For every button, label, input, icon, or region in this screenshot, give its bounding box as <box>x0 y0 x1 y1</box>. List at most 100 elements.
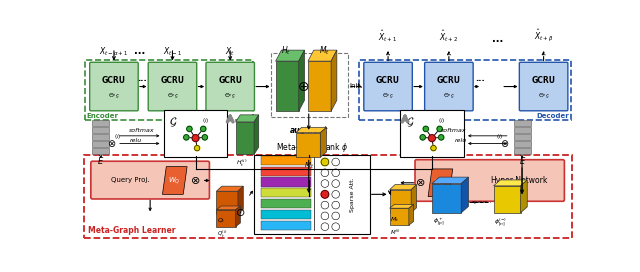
Text: GCRU: GCRU <box>376 76 400 85</box>
Polygon shape <box>236 115 259 122</box>
Polygon shape <box>493 186 520 213</box>
FancyBboxPatch shape <box>513 120 531 126</box>
Text: ...: ... <box>134 46 145 56</box>
FancyBboxPatch shape <box>92 120 109 126</box>
Polygon shape <box>320 127 326 157</box>
Polygon shape <box>308 50 337 61</box>
Text: $W_E$: $W_E$ <box>434 178 445 188</box>
Polygon shape <box>493 180 527 186</box>
Text: $\hat{X}_{t+\beta}$: $\hat{X}_{t+\beta}$ <box>534 28 554 44</box>
Circle shape <box>321 158 329 166</box>
Polygon shape <box>299 50 305 111</box>
Text: Init.: Init. <box>349 83 363 89</box>
Polygon shape <box>409 205 413 225</box>
Text: $\Theta_{*\mathcal{G}}$: $\Theta_{*\mathcal{G}}$ <box>166 92 179 101</box>
Polygon shape <box>390 205 413 208</box>
Text: Decoder: Decoder <box>536 113 569 119</box>
Text: $(i)$: $(i)$ <box>496 132 504 141</box>
Circle shape <box>321 169 329 177</box>
FancyBboxPatch shape <box>424 62 473 111</box>
Text: GCRU: GCRU <box>161 76 184 85</box>
FancyBboxPatch shape <box>519 62 568 111</box>
Polygon shape <box>236 206 241 227</box>
Text: $M_t$: $M_t$ <box>319 45 330 57</box>
FancyBboxPatch shape <box>164 110 227 157</box>
Circle shape <box>202 135 207 140</box>
Text: $\otimes$: $\otimes$ <box>500 138 509 149</box>
Circle shape <box>332 169 340 177</box>
Text: relu: relu <box>454 138 467 143</box>
FancyBboxPatch shape <box>261 210 311 219</box>
Circle shape <box>321 223 329 231</box>
Circle shape <box>321 180 329 187</box>
Text: $\Theta_{*\mathcal{G}}$: $\Theta_{*\mathcal{G}}$ <box>225 92 236 101</box>
Text: ...: ... <box>138 74 147 83</box>
Circle shape <box>423 126 429 132</box>
Circle shape <box>321 201 329 209</box>
Polygon shape <box>331 50 337 111</box>
FancyBboxPatch shape <box>261 221 311 230</box>
Circle shape <box>431 146 436 151</box>
Text: $W_Q$: $W_Q$ <box>168 175 180 186</box>
Text: GCRU: GCRU <box>218 76 242 85</box>
FancyBboxPatch shape <box>254 155 369 234</box>
Polygon shape <box>276 50 305 61</box>
Text: E: E <box>520 157 525 166</box>
Circle shape <box>321 212 329 220</box>
Polygon shape <box>461 177 468 213</box>
Text: $\otimes$: $\otimes$ <box>415 177 426 188</box>
Circle shape <box>438 135 444 140</box>
FancyBboxPatch shape <box>148 62 196 111</box>
Circle shape <box>332 223 340 231</box>
FancyBboxPatch shape <box>92 134 109 140</box>
Text: $M_t$: $M_t$ <box>304 160 314 171</box>
Text: ...: ... <box>492 34 503 44</box>
Circle shape <box>429 135 435 142</box>
Text: $\phi^{(-)}_{[n]}$: $\phi^{(-)}_{[n]}$ <box>494 217 508 229</box>
Polygon shape <box>296 127 326 133</box>
Polygon shape <box>411 185 417 213</box>
Text: $\oplus$: $\oplus$ <box>297 79 310 94</box>
Circle shape <box>332 212 340 220</box>
Text: Meta-Graph Learner: Meta-Graph Learner <box>88 226 175 235</box>
Text: $Q_t^{(i)}$: $Q_t^{(i)}$ <box>217 229 228 240</box>
Circle shape <box>332 190 340 198</box>
Text: softmax: softmax <box>129 128 155 133</box>
Circle shape <box>321 190 329 198</box>
Polygon shape <box>216 191 238 214</box>
FancyBboxPatch shape <box>92 127 109 133</box>
Polygon shape <box>520 180 527 213</box>
Text: $\odot$: $\odot$ <box>235 207 245 218</box>
Polygon shape <box>238 186 243 214</box>
FancyBboxPatch shape <box>401 110 463 157</box>
Text: Hyper-Network: Hyper-Network <box>490 176 548 185</box>
Polygon shape <box>432 177 468 184</box>
FancyBboxPatch shape <box>513 127 531 133</box>
Text: $\mathcal{G}$: $\mathcal{G}$ <box>406 116 415 129</box>
FancyBboxPatch shape <box>261 167 311 176</box>
Text: $X_{t-1}$: $X_{t-1}$ <box>163 46 182 58</box>
FancyBboxPatch shape <box>90 62 138 111</box>
Polygon shape <box>216 206 241 210</box>
FancyBboxPatch shape <box>364 62 412 111</box>
Polygon shape <box>390 185 417 190</box>
Circle shape <box>184 135 189 140</box>
Polygon shape <box>390 190 411 213</box>
Text: Meta-Node Bank $\phi$: Meta-Node Bank $\phi$ <box>276 141 348 153</box>
Circle shape <box>332 180 340 187</box>
Text: $\Theta_{*\mathcal{G}}$: $\Theta_{*\mathcal{G}}$ <box>443 92 454 101</box>
Text: relu: relu <box>129 138 141 143</box>
Circle shape <box>332 201 340 209</box>
Text: Sparse Att.: Sparse Att. <box>350 177 355 212</box>
FancyBboxPatch shape <box>513 141 531 147</box>
Text: ...: ... <box>475 74 484 83</box>
FancyBboxPatch shape <box>415 160 564 201</box>
Circle shape <box>187 126 192 132</box>
Circle shape <box>420 135 426 140</box>
Text: $(i)$: $(i)$ <box>202 116 209 125</box>
Text: $H_t$: $H_t$ <box>281 45 291 57</box>
Text: $\Theta_{*\mathcal{G}}$: $\Theta_{*\mathcal{G}}$ <box>382 92 394 101</box>
Circle shape <box>332 158 340 166</box>
Text: $(i)$: $(i)$ <box>438 116 445 125</box>
FancyBboxPatch shape <box>206 62 255 111</box>
